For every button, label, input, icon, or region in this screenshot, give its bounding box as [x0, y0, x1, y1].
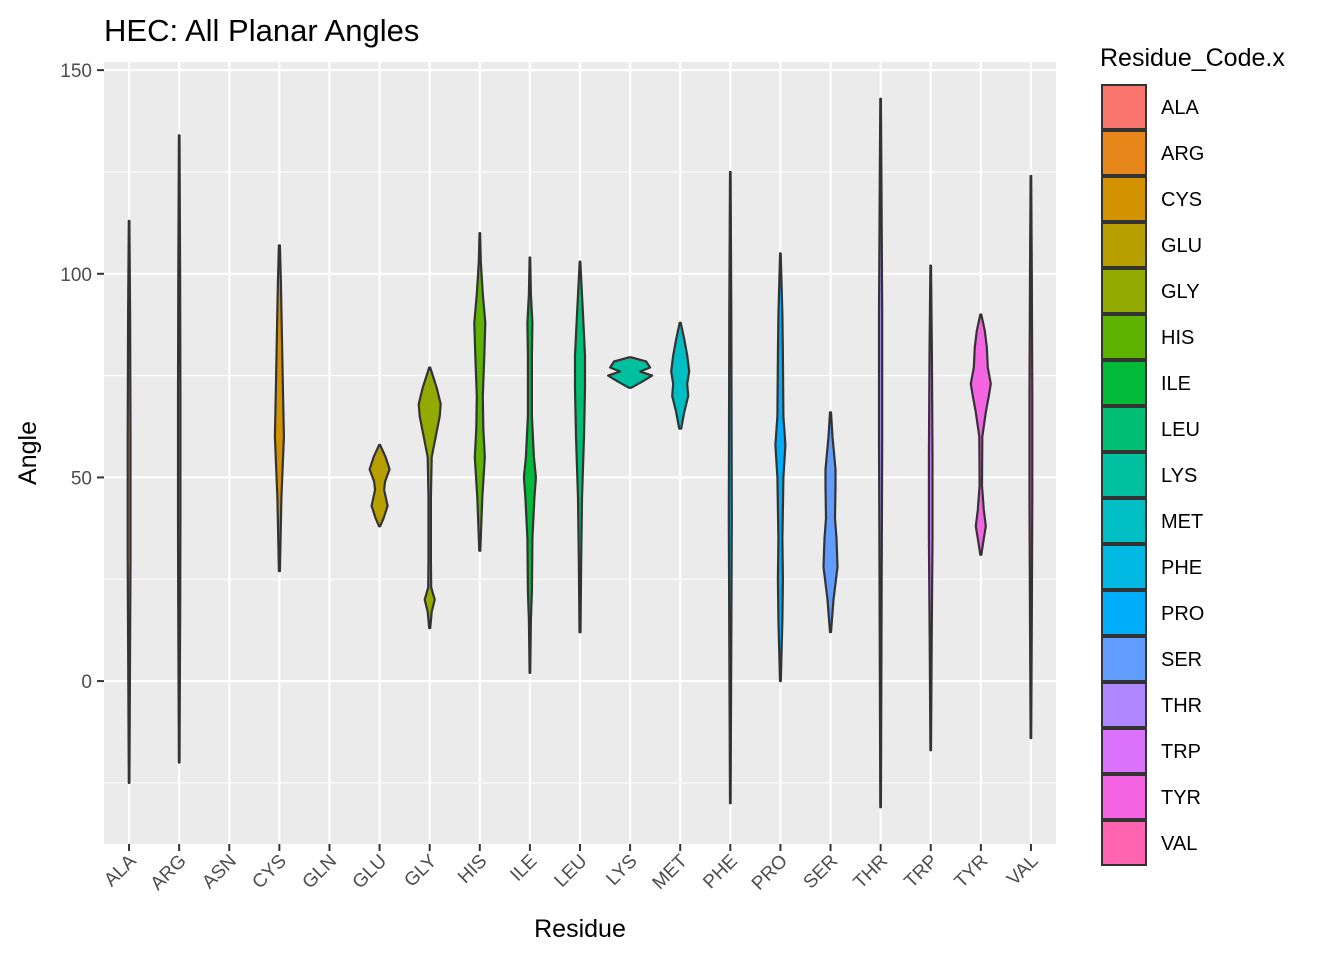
violin-val	[1028, 174, 1034, 740]
legend-swatch-thr	[1101, 682, 1147, 728]
violins	[126, 97, 1034, 809]
legend-label-thr: THR	[1161, 695, 1202, 717]
violin-glu	[368, 443, 391, 528]
x-tick-label-leu: LEU	[551, 851, 592, 892]
x-tick-label-met: MET	[649, 850, 692, 893]
violin-pro	[774, 252, 787, 683]
x-tick-label-glu: GLU	[349, 851, 391, 893]
y-axis-title: Angle	[14, 421, 42, 485]
violin-lys	[607, 356, 654, 389]
chart-title: HEC: All Planar Angles	[104, 13, 419, 48]
legend-label-lys: LYS	[1161, 465, 1197, 487]
legend-swatch-val	[1101, 820, 1147, 866]
legend-label-his: HIS	[1161, 327, 1194, 349]
y-tick-label: 150	[60, 61, 92, 82]
legend-swatch-leu	[1101, 406, 1147, 452]
violin-his	[473, 232, 487, 552]
legend-items: ALA ARG CYS GLU GLY HIS ILE LEU LYS MET PHE PRO SER T…	[1101, 84, 1204, 866]
legend-label-ser: SER	[1161, 649, 1202, 671]
violin-phe	[727, 170, 733, 805]
legend-label-leu: LEU	[1161, 419, 1200, 441]
violin-cys	[273, 244, 285, 573]
x-tick-label-asn: ASN	[198, 851, 240, 893]
x-tick-label-cys: CYS	[248, 851, 290, 893]
legend-swatch-gly	[1101, 268, 1147, 314]
violin-thr	[877, 97, 884, 809]
violin-gly	[417, 366, 442, 630]
violin-met	[670, 321, 691, 430]
y-tick-label: 100	[60, 265, 92, 286]
violin-ile	[522, 256, 537, 674]
legend-title: Residue_Code.x	[1100, 44, 1285, 72]
violin-ser	[822, 411, 839, 634]
legend-swatch-glu	[1101, 222, 1147, 268]
x-tick-label-ala: ALA	[100, 850, 140, 890]
legend-label-cys: CYS	[1161, 189, 1202, 211]
legend-label-met: MET	[1161, 511, 1203, 533]
violin-arg	[176, 134, 182, 764]
legend-swatch-pro	[1101, 590, 1147, 636]
x-tick-label-thr: THR	[850, 851, 892, 893]
legend: Residue_Code.x ALA ARG CYS GLU GLY HIS ILE LEU L…	[1100, 44, 1285, 866]
legend-swatch-phe	[1101, 544, 1147, 590]
legend-label-pro: PRO	[1161, 603, 1204, 625]
legend-label-tyr: TYR	[1161, 787, 1201, 809]
x-tick-label-phe: PHE	[699, 851, 741, 893]
y-axis: 0 50 100 150	[60, 61, 104, 693]
legend-swatch-ala	[1101, 84, 1147, 130]
legend-label-val: VAL	[1161, 833, 1197, 855]
y-tick-label: 0	[81, 672, 92, 693]
violin-trp	[927, 264, 934, 752]
legend-label-arg: ARG	[1161, 143, 1204, 165]
legend-label-glu: GLU	[1161, 235, 1202, 257]
legend-swatch-his	[1101, 314, 1147, 360]
x-tick-label-val: VAL	[1003, 851, 1042, 890]
legend-swatch-ser	[1101, 636, 1147, 682]
x-axis-title: Residue	[534, 915, 626, 943]
x-tick-label-gln: GLN	[299, 851, 341, 893]
x-tick-label-gly: GLY	[400, 850, 441, 891]
legend-swatch-tyr	[1101, 774, 1147, 820]
violin-tyr	[969, 313, 992, 556]
legend-swatch-ile	[1101, 360, 1147, 406]
x-tick-label-ser: SER	[800, 851, 842, 893]
legend-swatch-arg	[1101, 130, 1147, 176]
legend-swatch-cys	[1101, 176, 1147, 222]
x-axis: ALA ARG ASN CYS GLN GLU GLY HIS ILE LEU LYS MET PHE P…	[100, 844, 1042, 895]
x-tick-label-his: HIS	[454, 851, 491, 888]
legend-swatch-trp	[1101, 728, 1147, 774]
x-tick-label-trp: TRP	[901, 851, 943, 893]
legend-label-gly: GLY	[1161, 281, 1200, 303]
x-tick-label-arg: ARG	[147, 851, 191, 895]
legend-swatch-lys	[1101, 452, 1147, 498]
legend-label-ala: ALA	[1161, 97, 1199, 119]
legend-label-phe: PHE	[1161, 557, 1202, 579]
x-tick-label-ile: ILE	[506, 851, 541, 886]
x-tick-label-lys: LYS	[602, 851, 641, 890]
x-tick-label-tyr: TYR	[951, 851, 993, 893]
legend-label-ile: ILE	[1161, 373, 1191, 395]
legend-swatch-met	[1101, 498, 1147, 544]
violin-ala	[126, 219, 132, 784]
y-tick-label: 50	[71, 468, 92, 489]
legend-label-trp: TRP	[1161, 741, 1201, 763]
violin-leu	[573, 260, 587, 634]
x-tick-label-pro: PRO	[748, 851, 792, 895]
